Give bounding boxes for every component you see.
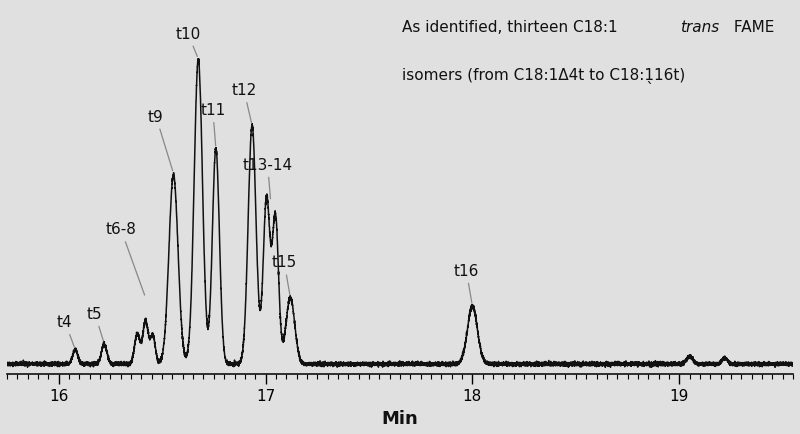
Text: t5: t5 [87, 306, 103, 341]
Text: t10: t10 [175, 27, 201, 57]
Text: t12: t12 [231, 83, 257, 123]
Text: t6-8: t6-8 [106, 222, 145, 296]
Text: t15: t15 [271, 255, 297, 295]
Text: FAME: FAME [730, 20, 774, 35]
Text: t11: t11 [200, 103, 226, 146]
Text: t16: t16 [454, 263, 479, 303]
Text: t9: t9 [148, 109, 173, 171]
Text: trans: trans [679, 20, 719, 35]
Text: t13-14: t13-14 [242, 158, 293, 199]
Text: As identified, thirteen C18:1: As identified, thirteen C18:1 [402, 20, 621, 35]
Text: t4: t4 [57, 315, 74, 347]
X-axis label: Min: Min [382, 409, 418, 427]
Text: isomers (from C18:1Δ4t to C18:1̖16t): isomers (from C18:1Δ4t to C18:1̖16t) [402, 68, 686, 83]
